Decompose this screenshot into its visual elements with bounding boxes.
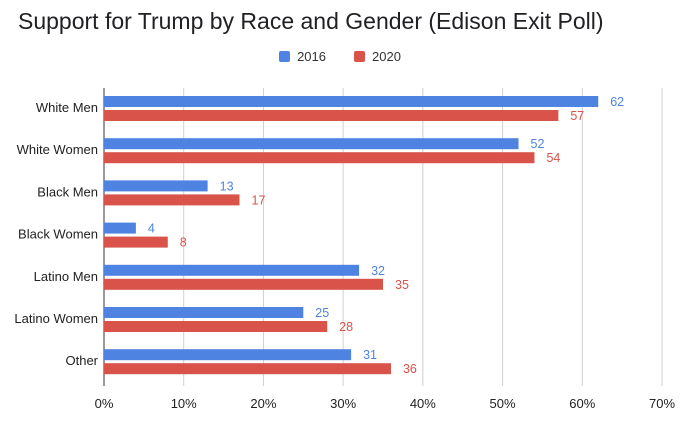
bar-2016 [104, 307, 304, 318]
x-tick-label: 40% [410, 396, 436, 411]
bar-2020 [104, 152, 535, 164]
bar-2020 [104, 194, 240, 206]
bar-2020 [104, 363, 391, 375]
bar-2016 [104, 96, 599, 107]
bar-2016 [104, 222, 136, 234]
x-tick-label: 10% [171, 396, 197, 411]
category-label: Other [65, 353, 98, 368]
legend-item-2016[interactable]: 2016 [279, 49, 326, 64]
category-label: Black Men [37, 184, 98, 199]
data-label-2016: 52 [531, 137, 545, 151]
bar-2020 [104, 236, 168, 248]
data-label-2016: 31 [363, 348, 377, 362]
data-label-2020: 28 [339, 320, 353, 334]
data-label-2020: 8 [180, 236, 187, 250]
bar-2016 [104, 180, 208, 192]
category-label: Latino Men [34, 269, 98, 284]
legend-swatch-2016 [279, 51, 291, 62]
legend-item-2020[interactable]: 2020 [354, 49, 401, 64]
category-label: White Men [36, 100, 98, 115]
bar-2016 [104, 264, 360, 276]
bar-2020 [104, 278, 383, 290]
bar-2016 [104, 349, 352, 361]
x-tick-label: 30% [330, 396, 356, 411]
category-label: Latino Women [14, 311, 98, 326]
gridlines [103, 88, 663, 386]
x-tick-label: 20% [250, 396, 276, 411]
category-label: Black Women [18, 227, 98, 242]
chart-title: Support for Trump by Race and Gender (Ed… [18, 8, 604, 34]
legend-swatch-2020 [354, 51, 365, 62]
x-tick-label: 0% [95, 396, 114, 411]
data-label-2016: 32 [371, 264, 385, 278]
data-label-2016: 62 [610, 95, 624, 109]
bar-2020 [104, 110, 559, 121]
data-label-2020: 17 [252, 193, 266, 207]
x-tick-label: 50% [490, 396, 516, 411]
bar-2016 [104, 138, 519, 150]
data-label-2020: 57 [570, 109, 584, 123]
legend-label-2016: 2016 [297, 49, 326, 64]
x-tick-label: 60% [569, 396, 595, 411]
bars [104, 96, 599, 375]
labels: 0% 10% 20% 30% 40% 50% 60% 70% White Men 62 57 Whit… [14, 95, 675, 411]
data-label-2016: 13 [220, 179, 234, 193]
bar-2020 [104, 321, 328, 332]
x-tick-label: 70% [649, 396, 675, 411]
data-label-2020: 54 [546, 151, 560, 165]
data-label-2020: 36 [403, 362, 417, 376]
legend-label-2020: 2020 [372, 49, 401, 64]
data-label-2016: 25 [315, 306, 329, 320]
data-label-2016: 4 [148, 222, 155, 236]
legend: 2016 2020 [0, 49, 680, 64]
data-label-2020: 35 [395, 278, 409, 292]
category-label: White Women [17, 142, 98, 157]
